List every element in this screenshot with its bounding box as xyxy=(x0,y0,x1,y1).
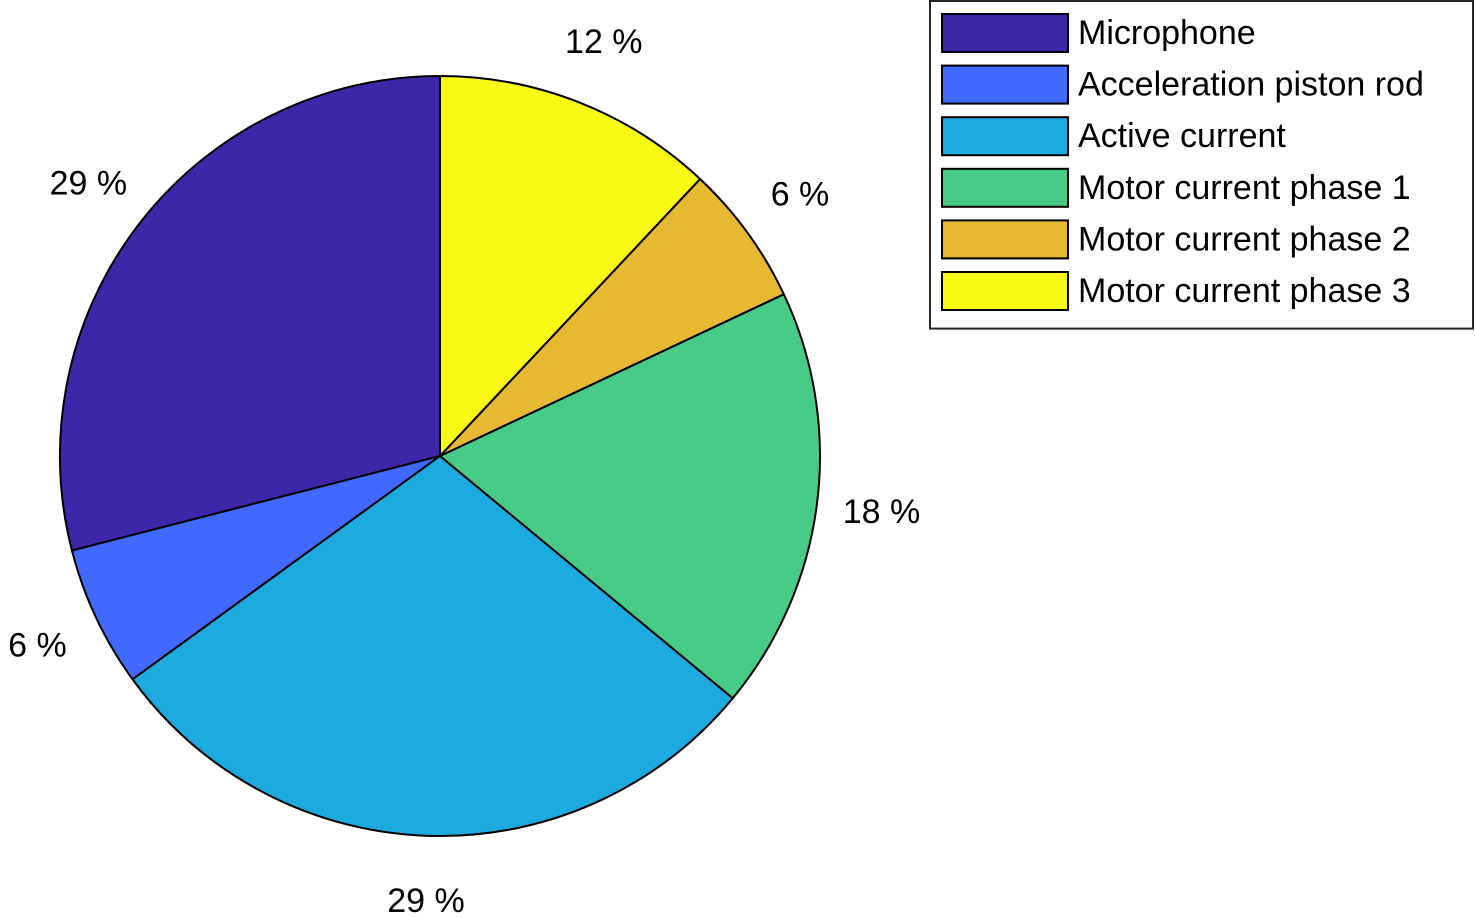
pie-slice-motor-current-phase-3 xyxy=(439,75,702,457)
legend-swatch-active-current xyxy=(941,116,1069,157)
legend-swatch-motor-current-phase-3 xyxy=(941,271,1069,311)
legend-swatch-motor-current-phase-1 xyxy=(941,167,1069,208)
pie-label-active-current: 29 % xyxy=(387,882,465,917)
pie-slice-microphone xyxy=(59,75,441,552)
legend-swatch-acceleration-piston-rod xyxy=(941,64,1069,105)
legend-label-acceleration-piston-rod: Acceleration piston rod xyxy=(1078,66,1424,104)
pie-label-motor-current-phase-2: 6 % xyxy=(771,175,830,213)
pie-slice-labels: 29 % 6 % 29 % 18 % 6 % 12 % xyxy=(8,23,920,917)
pie-slice-acceleration-piston-rod xyxy=(70,455,441,681)
legend-swatch-microphone xyxy=(941,13,1069,53)
legend-label-microphone: Microphone xyxy=(1078,14,1256,52)
legend-label-motor-current-phase-2: Motor current phase 2 xyxy=(1078,220,1411,258)
pie-label-acceleration-piston-rod: 6 % xyxy=(8,627,67,665)
pie-slice-motor-current-phase-1 xyxy=(439,293,821,700)
legend-swatch-motor-current-phase-2 xyxy=(941,219,1069,260)
pie-label-motor-current-phase-1: 18 % xyxy=(843,493,921,531)
pie-slice-motor-current-phase-2 xyxy=(439,177,785,457)
pie-slices xyxy=(59,75,821,837)
pie-slice-active-current xyxy=(131,455,734,837)
legend-label-motor-current-phase-1: Motor current phase 1 xyxy=(1078,169,1411,207)
pie-label-motor-current-phase-3: 12 % xyxy=(565,23,643,61)
pie-label-microphone: 29 % xyxy=(50,164,128,202)
legend-label-motor-current-phase-3: Motor current phase 3 xyxy=(1078,272,1411,310)
legend: Microphone Acceleration piston rod Active … xyxy=(929,0,1474,330)
legend-label-active-current: Active current xyxy=(1078,117,1286,155)
